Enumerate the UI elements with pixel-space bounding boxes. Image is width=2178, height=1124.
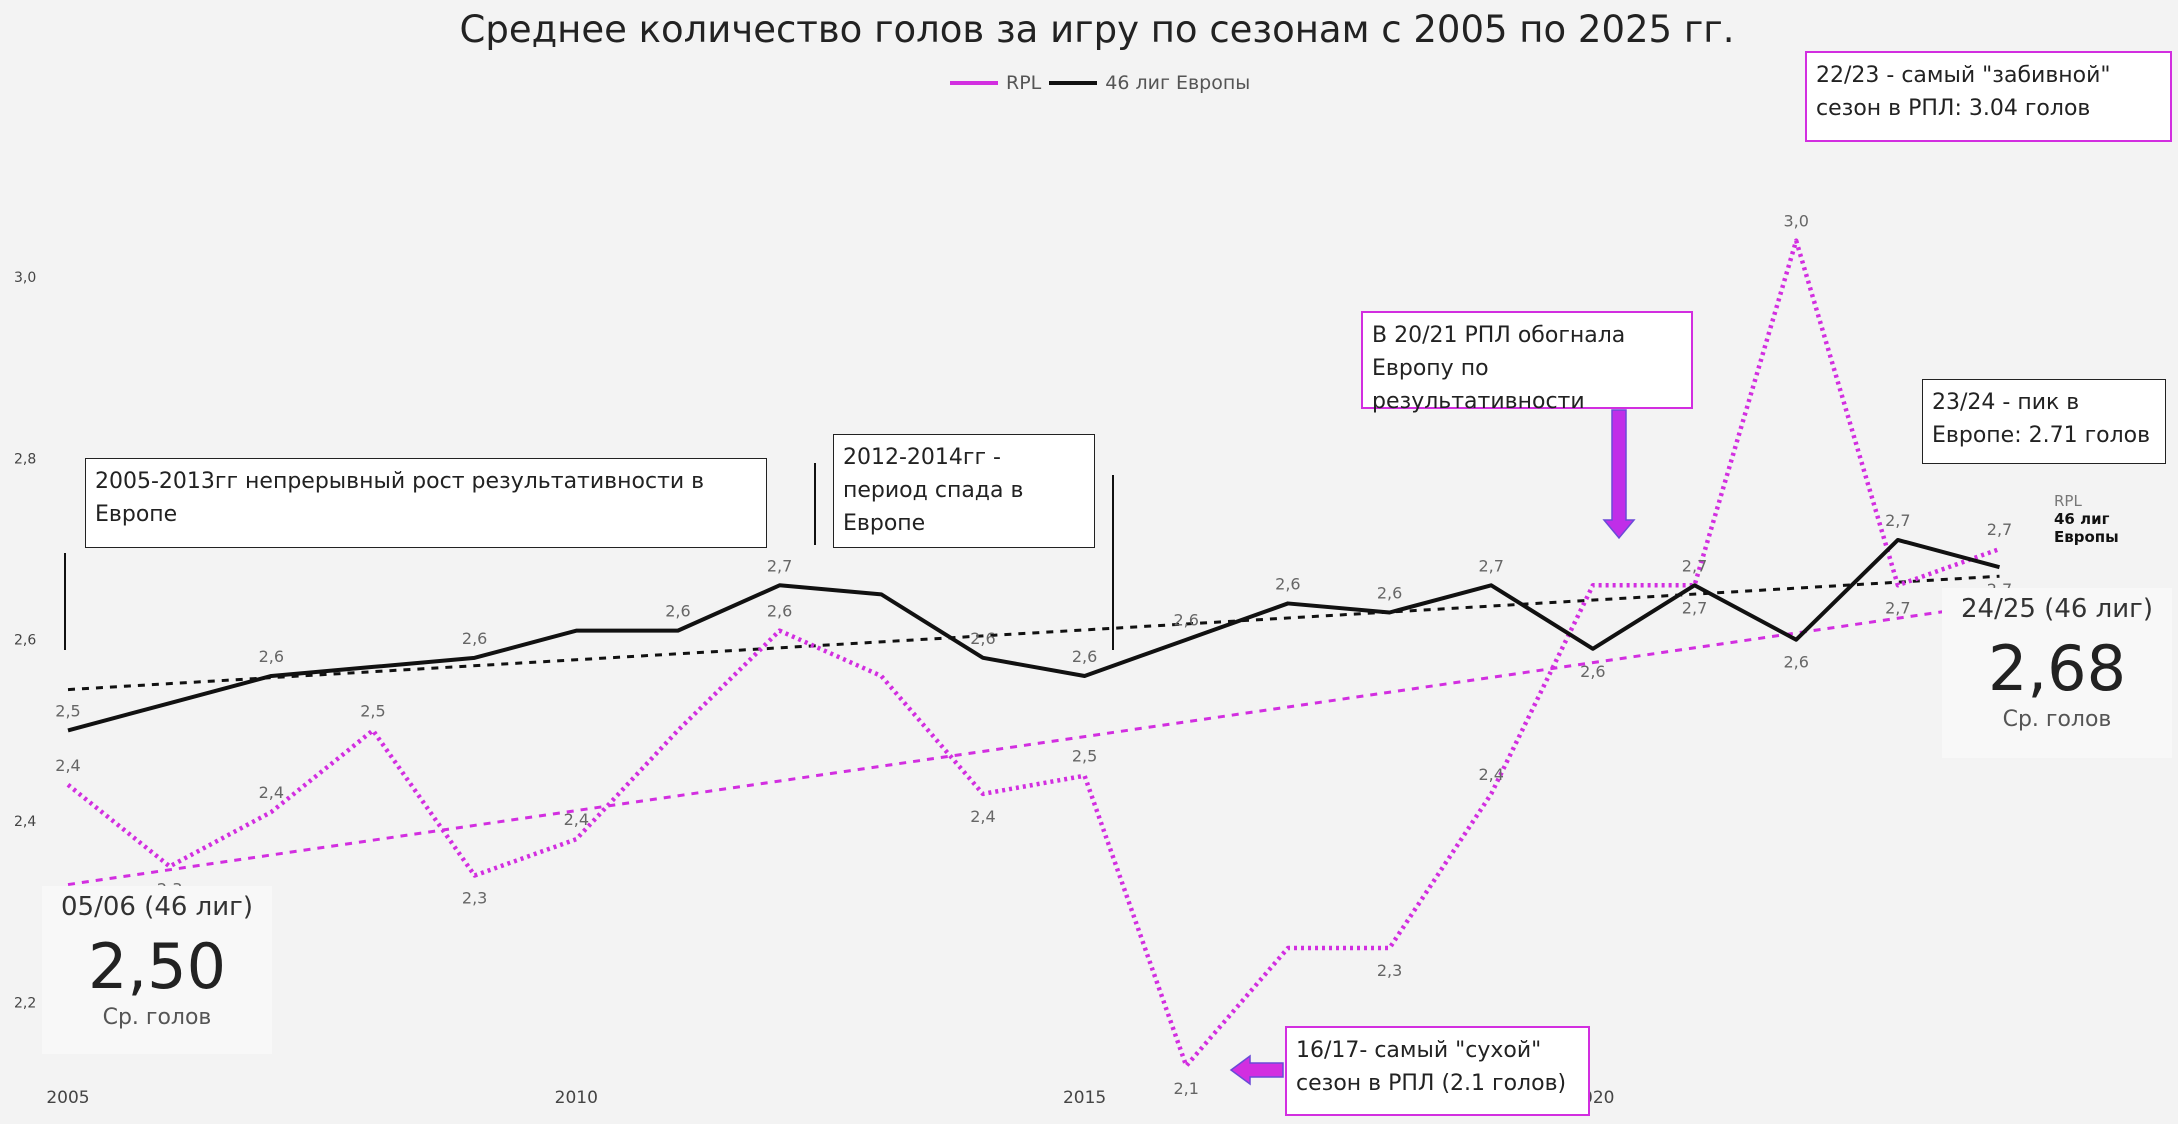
kpi-end-heading: 24/25 (46 лиг) [1960, 594, 2153, 624]
x-tick-label: 2010 [555, 1088, 598, 1108]
annotation-europe-growth: 2005-2013гг непрерывный рост результатив… [85, 458, 767, 548]
data-label-europe: 2,6 [259, 647, 284, 666]
data-label-europe: 2,6 [1275, 574, 1300, 593]
x-tick-label: 2005 [46, 1088, 89, 1108]
chart-title: Среднее количество голов за игру по сезо… [459, 8, 1735, 51]
kpi-card-end: 24/25 (46 лиг) 2,68 Ср. голов [1942, 588, 2172, 758]
data-label-europe: 2,6 [462, 629, 487, 648]
y-tick-label: 2,8 [14, 451, 36, 467]
data-label-europe: 2,6 [1072, 647, 1097, 666]
legend-item-europe: 46 лиг Европы [1049, 72, 1250, 94]
y-tick-label: 2,6 [14, 633, 36, 649]
legend-label-rpl: RPL [1006, 72, 1042, 94]
y-tick-label: 2,2 [14, 995, 36, 1011]
trendline-rpl [67, 601, 2000, 887]
kpi-end-caption: Ср. голов [2002, 707, 2112, 732]
arrow-left-icon [1229, 1054, 1284, 1086]
legend: RPL 46 лиг Европы [950, 72, 1258, 94]
kpi-card-start: 05/06 (46 лиг) 2,50 Ср. голов [42, 886, 272, 1054]
data-label-europe: 2,6 [665, 602, 690, 621]
annotation-europe-decline: 2012-2014гг - период спада в Европе [833, 434, 1095, 548]
kpi-end-value: 2,68 [1987, 632, 2127, 705]
annotation-rpl-overtake: В 20/21 РПЛ обогнала Европу по результат… [1361, 311, 1693, 414]
data-label-europe: 2,6 [1377, 584, 1402, 603]
series-line-rpl [66, 238, 2001, 1069]
series-line-europe [67, 537, 2001, 733]
y-tick-label: 2,4 [14, 814, 36, 830]
data-label-rpl: 2,5 [1072, 747, 1097, 766]
legend-swatch-europe [1049, 81, 1098, 85]
data-label-rpl: 2,7 [1987, 520, 2012, 539]
legend-item-rpl: RPL [950, 72, 1041, 94]
data-label-europe: 2,7 [1478, 556, 1503, 575]
legend-swatch-rpl [950, 81, 998, 85]
kpi-start-value: 2,50 [87, 930, 227, 1003]
kpi-start-caption: Ср. голов [102, 1005, 212, 1030]
data-label-europe: 2,7 [767, 556, 792, 575]
data-label-europe: 2,6 [1174, 611, 1199, 630]
x-tick-label: 2015 [1063, 1088, 1106, 1108]
data-label-europe: 2,6 [1580, 662, 1605, 681]
data-label-rpl: 2,7 [1885, 598, 1910, 617]
data-label-rpl: 2,5 [360, 701, 385, 720]
kpi-start-heading: 05/06 (46 лиг) [60, 892, 253, 922]
data-label-rpl: 2,3 [462, 888, 487, 907]
annotation-europe-peak: 23/24 - пик в Европе: 2.71 голов [1922, 379, 2166, 464]
data-label-europe: 2,7 [1682, 556, 1707, 575]
data-label-rpl: 2,3 [1377, 961, 1402, 980]
end-label-europe: 46 лиг Европы [2054, 510, 2119, 546]
arrow-down-icon [1602, 409, 1636, 540]
data-label-rpl: 2,4 [55, 756, 80, 775]
legend-label-europe: 46 лиг Европы [1105, 72, 1251, 94]
data-label-rpl: 2,4 [259, 783, 284, 802]
data-label-rpl: 2,4 [970, 807, 995, 826]
annotation-rpl-highest: 22/23 - самый "забивной" сезон в РПЛ: 3.… [1805, 51, 2172, 142]
data-label-rpl: 2,1 [1174, 1079, 1199, 1098]
data-label-europe: 2,7 [1885, 511, 1910, 530]
y-tick-label: 3,0 [14, 270, 36, 286]
end-label-rpl: RPL [2054, 492, 2082, 510]
annotation-rpl-driest: 16/17- самый "сухой" сезон в РПЛ (2.1 го… [1285, 1026, 1590, 1116]
data-label-rpl: 3,0 [1783, 212, 1808, 231]
data-label-europe: 2,6 [970, 629, 995, 648]
data-label-rpl: 2,7 [1682, 598, 1707, 617]
data-label-rpl: 2,6 [767, 602, 792, 621]
data-label-rpl: 2,4 [564, 810, 589, 829]
data-label-rpl: 2,4 [1478, 765, 1503, 784]
data-label-europe: 2,6 [1783, 653, 1808, 672]
data-label-europe: 2,5 [55, 701, 80, 720]
